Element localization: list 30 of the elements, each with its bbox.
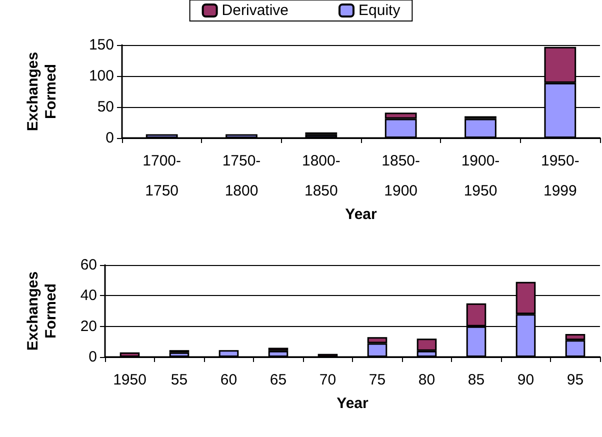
x-tick-label: 60 [220,372,238,388]
x-tick-label: 1900-1950 [461,152,500,200]
y-axis-title: Exchanges Formed [24,271,60,351]
x-tick-label: 1850-1900 [382,152,420,200]
x-tick-label: 1800-1850 [302,152,340,200]
x-tick-label: 1700-1750 [142,152,182,200]
y-tick-label: 60 [80,256,97,274]
y-tick-label: 50 [97,98,114,116]
x-tick-label: 90 [517,372,534,388]
y-tick-label: 0 [106,130,114,146]
x-tick-label: 1750-1800 [222,152,261,200]
legend-label: Derivative [222,2,288,19]
x-tick-label: 85 [468,372,485,388]
y-tick-label: 20 [80,318,97,335]
x-tick-label: 70 [319,372,336,388]
y-tick-label: 100 [88,68,114,84]
y-axis-title: Exchanges Formed [24,52,60,132]
x-axis-title: Year [336,394,369,412]
y-tick-label: 150 [88,36,114,54]
y-tick-label: 0 [88,348,97,366]
legend-label: Equity [358,2,401,19]
x-tick-label: 1950-1999 [540,152,580,200]
x-tick-label: 95 [566,372,584,388]
x-tick-label: 55 [170,372,188,388]
x-tick-label: 75 [368,372,386,388]
x-tick-label: 80 [418,372,436,388]
y-tick-label: 40 [80,287,97,304]
x-axis-title: Year [345,206,378,223]
x-tick-label: 65 [270,372,287,388]
x-tick-label: 1950 [113,372,146,388]
